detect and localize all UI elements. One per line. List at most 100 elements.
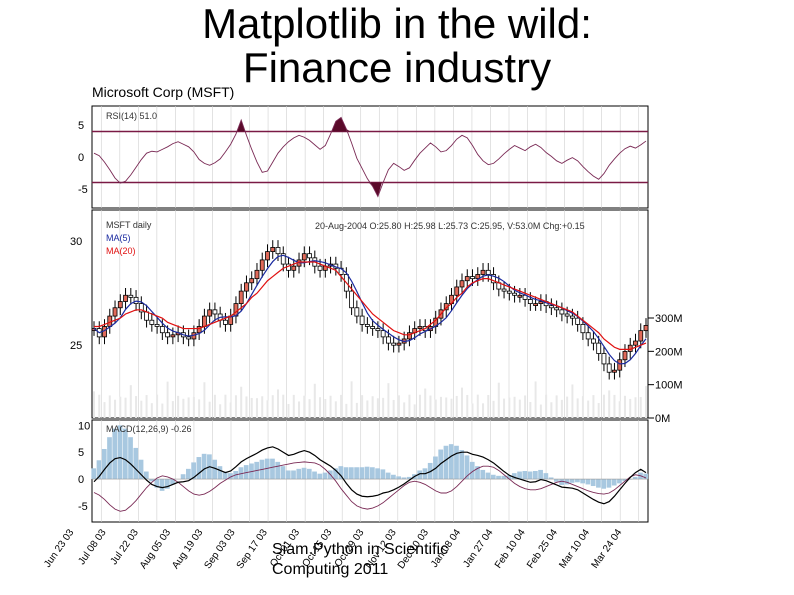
volume-bar <box>634 397 637 418</box>
price-box <box>606 363 612 373</box>
price-box <box>196 326 202 334</box>
volume-bar <box>98 394 101 418</box>
macd-histogram-bar <box>96 460 102 480</box>
price-box <box>280 253 286 265</box>
volume-bar <box>439 396 442 418</box>
macd-histogram-bar <box>117 425 123 480</box>
x-tick-label: Jan 27 04 <box>461 527 495 570</box>
macd-histogram-bar <box>154 479 160 488</box>
price-ytick-label: 25 <box>70 340 82 352</box>
macd-histogram-bar <box>222 471 228 480</box>
x-tick-label: Jun 23 03 <box>42 527 76 570</box>
volume-bar <box>287 403 290 418</box>
volume-bar <box>613 394 616 418</box>
price-box <box>391 342 397 346</box>
macd-histogram-bar <box>580 479 586 484</box>
x-tick-label: Jul 22 03 <box>109 527 142 567</box>
price-box <box>212 309 218 315</box>
volume-bar <box>277 389 279 418</box>
volume-bar <box>187 397 190 418</box>
macd-histogram-bar <box>338 466 344 480</box>
price-box <box>154 323 160 327</box>
volume-bar <box>497 382 500 418</box>
macd-histogram-bar <box>643 473 649 480</box>
macd-histogram-bar <box>617 479 622 484</box>
price-box <box>596 342 602 354</box>
volume-bar <box>639 397 642 418</box>
volume-bar <box>266 400 269 418</box>
macd-histogram-bar <box>490 474 496 480</box>
price-box <box>585 332 591 340</box>
price-box <box>407 332 412 340</box>
slide-title-line-1: Matplotlib in the wild: <box>202 0 592 47</box>
x-tick-label: Mar 24 04 <box>590 527 625 571</box>
price-box <box>459 280 465 288</box>
volume-bar <box>445 397 448 418</box>
price-box <box>517 294 523 298</box>
volume-bar <box>135 396 138 418</box>
volume-bar <box>203 382 206 418</box>
macd-histogram-bar <box>322 472 328 480</box>
macd-histogram-bar <box>280 466 286 480</box>
price-box <box>464 276 470 282</box>
macd-histogram-bar <box>228 473 233 480</box>
price-box <box>601 353 607 365</box>
volume-bar <box>161 403 164 418</box>
macd-histogram-bar <box>543 473 549 480</box>
price-box <box>370 326 376 329</box>
price-box <box>275 247 281 255</box>
x-tick-label: Mar 10 04 <box>557 527 592 571</box>
volume-bar <box>555 395 558 418</box>
macd-histogram-bar <box>469 461 475 480</box>
macd-histogram-bar <box>443 445 449 480</box>
volume-bar <box>608 390 611 418</box>
price-panel: MSFT daily 20-Aug-2004 O:25.80 H:25.98 L:… <box>70 209 683 425</box>
macd-histogram-bar <box>375 468 380 480</box>
volume-bar <box>340 394 343 418</box>
macd-frame <box>91 419 649 523</box>
volume-bar <box>550 402 553 418</box>
ma5-legend: MA(5) <box>106 233 131 243</box>
macd-histogram-bar <box>128 437 133 480</box>
price-box <box>485 269 491 275</box>
volume-bar <box>166 381 169 418</box>
price-box <box>491 274 496 284</box>
price-box <box>475 274 481 280</box>
rsi-ytick-label: 5 <box>78 120 84 132</box>
volume-bar <box>471 403 474 418</box>
x-tick-label: Aug 05 03 <box>138 527 173 571</box>
macd-histogram-bar <box>343 467 349 480</box>
volume-ytick-label: 200M <box>655 346 683 358</box>
volume-bar <box>171 401 174 418</box>
price-box <box>548 305 554 309</box>
rsi-frame <box>91 105 649 209</box>
volume-bar <box>403 402 406 418</box>
macd-histogram-bar <box>564 479 570 485</box>
rsi-overshoot-fill <box>237 120 246 132</box>
price-box <box>165 332 171 338</box>
macd-histogram-bar <box>496 475 501 480</box>
price-box <box>112 307 118 317</box>
price-box <box>533 303 538 307</box>
volume-bar <box>376 398 379 418</box>
volume-bar <box>329 395 332 418</box>
volume-bar <box>240 386 243 418</box>
macd-histogram-bar <box>191 462 196 480</box>
volume-bar <box>450 398 453 418</box>
volume-bar <box>466 394 469 418</box>
price-box <box>170 334 176 338</box>
volume-bar <box>418 394 421 418</box>
macd-histogram-bar <box>159 479 165 491</box>
macd-histogram-bar <box>611 479 617 486</box>
volume-bar <box>192 396 195 418</box>
macd-histogram-bar <box>122 428 128 480</box>
volume-bar <box>455 395 458 418</box>
volume-bar <box>282 394 285 418</box>
macd-histogram-bar <box>585 479 591 485</box>
macd-histogram-bar <box>101 448 107 480</box>
price-box <box>633 340 638 346</box>
macd-histogram-bar <box>301 467 307 480</box>
macd-histogram-bar <box>590 479 596 487</box>
volume-bar <box>539 404 542 418</box>
price-box <box>244 282 249 292</box>
